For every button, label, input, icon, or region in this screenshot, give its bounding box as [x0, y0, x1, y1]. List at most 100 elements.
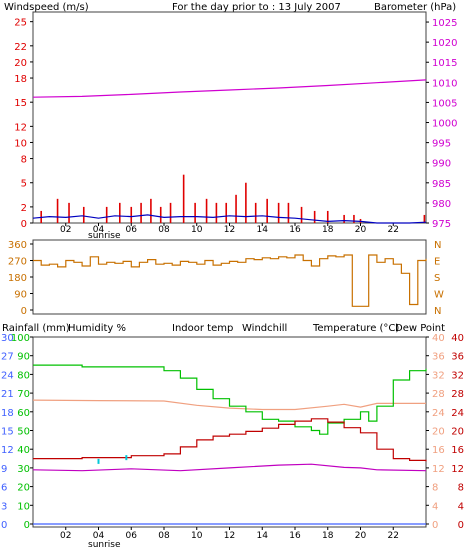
- temperature-line: [33, 418, 427, 462]
- barometer-tick-label: 1015: [432, 58, 457, 69]
- indoor-tick-label: 28: [432, 389, 445, 400]
- windspeed-tick-label: 0: [21, 219, 27, 230]
- compass-label: N: [434, 306, 441, 317]
- hour-tick-label: 18: [322, 225, 334, 235]
- humidity-tick-label: 60: [17, 408, 30, 419]
- barometer-tick-label: 980: [432, 199, 451, 210]
- indoor-tick-label: 36: [432, 352, 445, 363]
- rain-tick-label: 15: [1, 427, 14, 438]
- barometer-axis-title: Barometer (hPa): [374, 2, 456, 13]
- barometer-tick-label: 1000: [432, 119, 457, 130]
- indoor-tick-label: 40: [432, 333, 445, 344]
- indoor-tick-label: 20: [432, 427, 445, 438]
- humidity-line: [33, 364, 427, 435]
- hour-tick-label: 08: [158, 531, 170, 541]
- humidity-legend: Humidity %: [68, 323, 126, 334]
- humidity-tick-label: 100: [11, 333, 30, 344]
- hour-tick-label: 22: [388, 531, 399, 541]
- temperature-tick-label: 28: [451, 389, 464, 400]
- hour-tick-label: 22: [388, 225, 399, 235]
- indoor-tick-label: 32: [432, 370, 445, 381]
- hour-tick-label: 10: [191, 531, 203, 541]
- windspeed-tick-label: 18: [14, 74, 27, 85]
- barometer-tick-label: 995: [432, 139, 451, 150]
- indoor-tick-label: 4: [432, 501, 438, 512]
- temperature-tick-label: 0: [458, 520, 464, 531]
- sunrise-label-top: sunrise: [88, 231, 121, 241]
- humidity-tick-label: 90: [17, 352, 30, 363]
- indoor-tick-label: 0: [432, 520, 438, 531]
- windspeed-tick-label: 25: [14, 18, 27, 29]
- humidity-tick-label: 20: [17, 483, 30, 494]
- hour-tick-label: 04: [93, 225, 105, 235]
- sunrise-label-bottom: sunrise: [88, 540, 121, 550]
- temperature-tick-label: 36: [451, 352, 464, 363]
- hour-tick-label: 14: [257, 531, 269, 541]
- temperature-tick-label: 16: [451, 445, 464, 456]
- indoor-tick-label: 8: [432, 483, 438, 494]
- indoor-tick-label: 16: [432, 445, 445, 456]
- rain-tick-label: 6: [1, 483, 7, 494]
- chart-marks: 0258101215182022259759809859909951000100…: [1, 18, 464, 541]
- dewpoint-legend: Dew Point: [395, 323, 445, 334]
- dewpoint-line: [32, 463, 427, 472]
- direction-tick-label: 0: [21, 306, 27, 317]
- temperature-tick-label: 12: [451, 464, 464, 475]
- barometer-tick-label: 975: [432, 219, 451, 230]
- temperature-tick-label: 4: [458, 501, 464, 512]
- windspeed-tick-label: 22: [14, 42, 27, 53]
- rain-tick-label: 3: [1, 501, 7, 512]
- compass-label: S: [434, 273, 440, 284]
- temperature-tick-label: 32: [451, 370, 464, 381]
- rain-tick-label: 12: [1, 445, 14, 456]
- direction-tick-label: 360: [8, 240, 27, 251]
- hour-tick-label: 02: [60, 225, 71, 235]
- humidity-tick-label: 10: [17, 501, 30, 512]
- hour-tick-label: 18: [322, 531, 334, 541]
- hour-tick-label: 14: [257, 225, 269, 235]
- barometer-line: [32, 79, 427, 98]
- hour-tick-label: 06: [126, 531, 138, 541]
- hour-tick-label: 20: [355, 531, 367, 541]
- rain-tick-label: 21: [1, 389, 14, 400]
- windspeed-tick-label: 10: [14, 138, 27, 149]
- indoor-legend: Indoor temp: [172, 323, 233, 334]
- humidity-tick-label: 30: [17, 464, 30, 475]
- humidity-tick-label: 50: [17, 427, 30, 438]
- windspeed-tick-label: 15: [14, 98, 27, 109]
- windspeed-tick-label: 2: [21, 203, 27, 214]
- rain-tick-label: 0: [1, 520, 7, 531]
- temperature-tick-label: 8: [458, 483, 464, 494]
- temperature-legend: Temperature (°C): [312, 323, 399, 334]
- indoor-tick-label: 24: [432, 408, 445, 419]
- temperature-tick-label: 24: [451, 408, 464, 419]
- windspeed-tick-label: 20: [14, 58, 27, 69]
- indoor-temp-line: [32, 399, 426, 411]
- rain-tick-label: 30: [1, 333, 14, 344]
- windspeed-tick-label: 12: [14, 122, 27, 133]
- hour-tick-label: 20: [355, 225, 367, 235]
- windchill-legend: Windchill: [242, 323, 287, 334]
- rainfall-legend: Rainfall (mm): [2, 323, 70, 334]
- barometer-tick-label: 1020: [432, 38, 457, 49]
- hour-tick-label: 08: [158, 225, 170, 235]
- hour-tick-label: 06: [126, 225, 138, 235]
- compass-label: E: [434, 257, 440, 268]
- temp-panel-frame: [32, 336, 427, 528]
- hour-tick-label: 16: [289, 531, 301, 541]
- temperature-tick-label: 20: [451, 427, 464, 438]
- hour-tick-label: 12: [224, 531, 235, 541]
- windspeed-tick-label: 5: [21, 179, 27, 190]
- rain-tick-label: 18: [1, 408, 14, 419]
- compass-label: W: [434, 290, 444, 301]
- direction-panel-frame: [32, 239, 427, 315]
- humidity-tick-label: 80: [17, 370, 30, 381]
- wind-direction-line: [33, 254, 427, 307]
- barometer-tick-label: 1025: [432, 18, 457, 29]
- humidity-tick-label: 40: [17, 445, 30, 456]
- direction-tick-label: 90: [14, 290, 27, 301]
- temperature-tick-label: 40: [451, 333, 464, 344]
- humidity-tick-label: 0: [24, 520, 30, 531]
